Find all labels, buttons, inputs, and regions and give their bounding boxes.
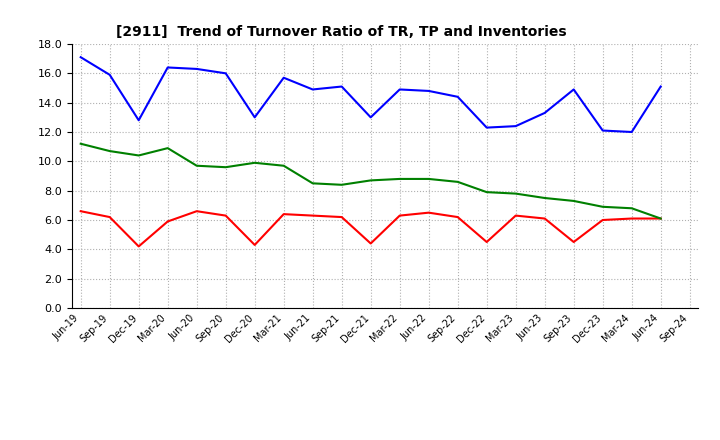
Trade Receivables [511,213,520,218]
Trade Payables [192,66,201,72]
Trade Payables [570,87,578,92]
Trade Payables [395,87,404,92]
Trade Payables [163,65,172,70]
Inventories [76,141,85,147]
Trade Payables [366,115,375,120]
Trade Payables [424,88,433,94]
Trade Payables [541,110,549,116]
Trade Receivables [76,209,85,214]
Trade Payables [657,84,665,89]
Trade Receivables [251,242,259,248]
Trade Receivables [454,214,462,220]
Inventories [308,181,317,186]
Text: [2911]  Trend of Turnover Ratio of TR, TP and Inventories: [2911] Trend of Turnover Ratio of TR, TP… [116,25,567,39]
Inventories [105,148,114,154]
Inventories [598,204,607,209]
Trade Receivables [424,210,433,215]
Trade Receivables [627,216,636,221]
Line: Inventories: Inventories [81,144,661,219]
Inventories [482,190,491,195]
Inventories [424,176,433,182]
Trade Payables [627,129,636,135]
Trade Payables [338,84,346,89]
Trade Payables [482,125,491,130]
Trade Receivables [598,217,607,223]
Trade Payables [598,128,607,133]
Inventories [163,146,172,151]
Trade Receivables [279,212,288,217]
Trade Receivables [163,219,172,224]
Trade Receivables [221,213,230,218]
Trade Receivables [541,216,549,221]
Inventories [192,163,201,169]
Trade Payables [279,75,288,81]
Trade Receivables [308,213,317,218]
Trade Receivables [192,209,201,214]
Trade Payables [251,115,259,120]
Trade Payables [454,94,462,99]
Inventories [627,205,636,211]
Trade Receivables [395,213,404,218]
Inventories [135,153,143,158]
Inventories [221,165,230,170]
Inventories [251,160,259,165]
Inventories [657,216,665,221]
Trade Receivables [135,244,143,249]
Inventories [279,163,288,169]
Inventories [395,176,404,182]
Inventories [454,179,462,184]
Trade Receivables [657,216,665,221]
Trade Receivables [338,214,346,220]
Trade Payables [135,117,143,123]
Trade Receivables [105,214,114,220]
Inventories [541,195,549,201]
Trade Payables [76,55,85,60]
Trade Payables [308,87,317,92]
Line: Trade Payables: Trade Payables [81,57,661,132]
Trade Payables [221,71,230,76]
Trade Receivables [570,239,578,245]
Trade Payables [105,72,114,77]
Trade Receivables [366,241,375,246]
Trade Payables [511,124,520,129]
Inventories [511,191,520,196]
Trade Receivables [482,239,491,245]
Line: Trade Receivables: Trade Receivables [81,211,661,246]
Inventories [338,182,346,187]
Inventories [570,198,578,204]
Inventories [366,178,375,183]
